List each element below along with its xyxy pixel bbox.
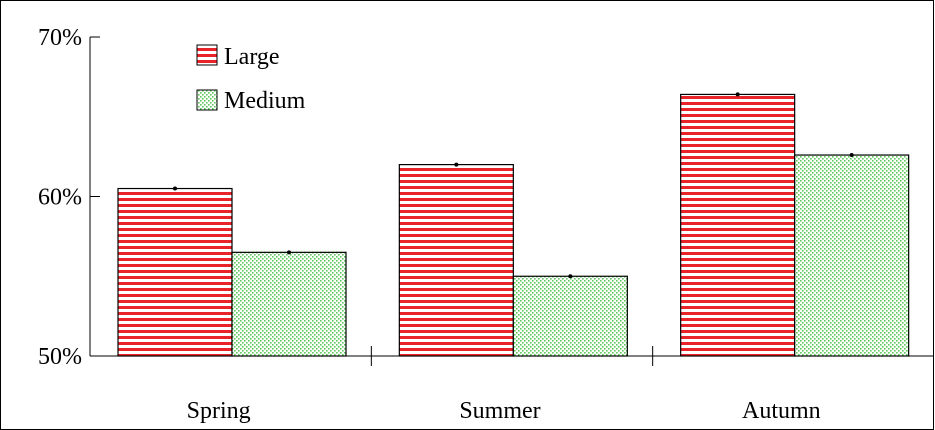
bar-medium-autumn <box>794 154 910 357</box>
x-tick-label: Autumn <box>742 398 821 424</box>
y-axis-ticks: 50% 60% 70% <box>38 25 100 370</box>
x-axis-labels: Spring Summer Autumn <box>187 398 821 424</box>
x-axis-ticks <box>370 346 654 366</box>
bar-large-spring <box>117 187 233 357</box>
legend-swatch-large <box>196 44 218 66</box>
legend-label-medium: Medium <box>224 88 306 114</box>
bar-medium-spring <box>231 251 347 357</box>
legend-swatch-medium <box>196 89 218 111</box>
bar-large-summer <box>398 164 514 357</box>
bar-large-autumn <box>680 93 796 357</box>
legend-label-large: Large <box>224 44 280 70</box>
legend-item-large: Large <box>196 44 280 70</box>
bar-marker <box>287 250 291 255</box>
y-tick-label: 70% <box>38 25 82 51</box>
bar-marker <box>735 92 740 97</box>
legend-item-medium: Medium <box>196 88 306 114</box>
bar-marker <box>454 162 459 167</box>
x-tick-label: Spring <box>187 398 251 424</box>
bar-marker <box>568 274 573 279</box>
bar-marker <box>173 186 177 191</box>
y-tick-label: 60% <box>38 185 82 211</box>
y-tick-label: 50% <box>38 344 82 370</box>
legend: Large Medium <box>196 44 306 114</box>
bar-marker <box>849 153 854 158</box>
bars <box>117 92 910 357</box>
bar-medium-summer <box>512 275 628 357</box>
x-tick-label: Summer <box>459 398 540 424</box>
